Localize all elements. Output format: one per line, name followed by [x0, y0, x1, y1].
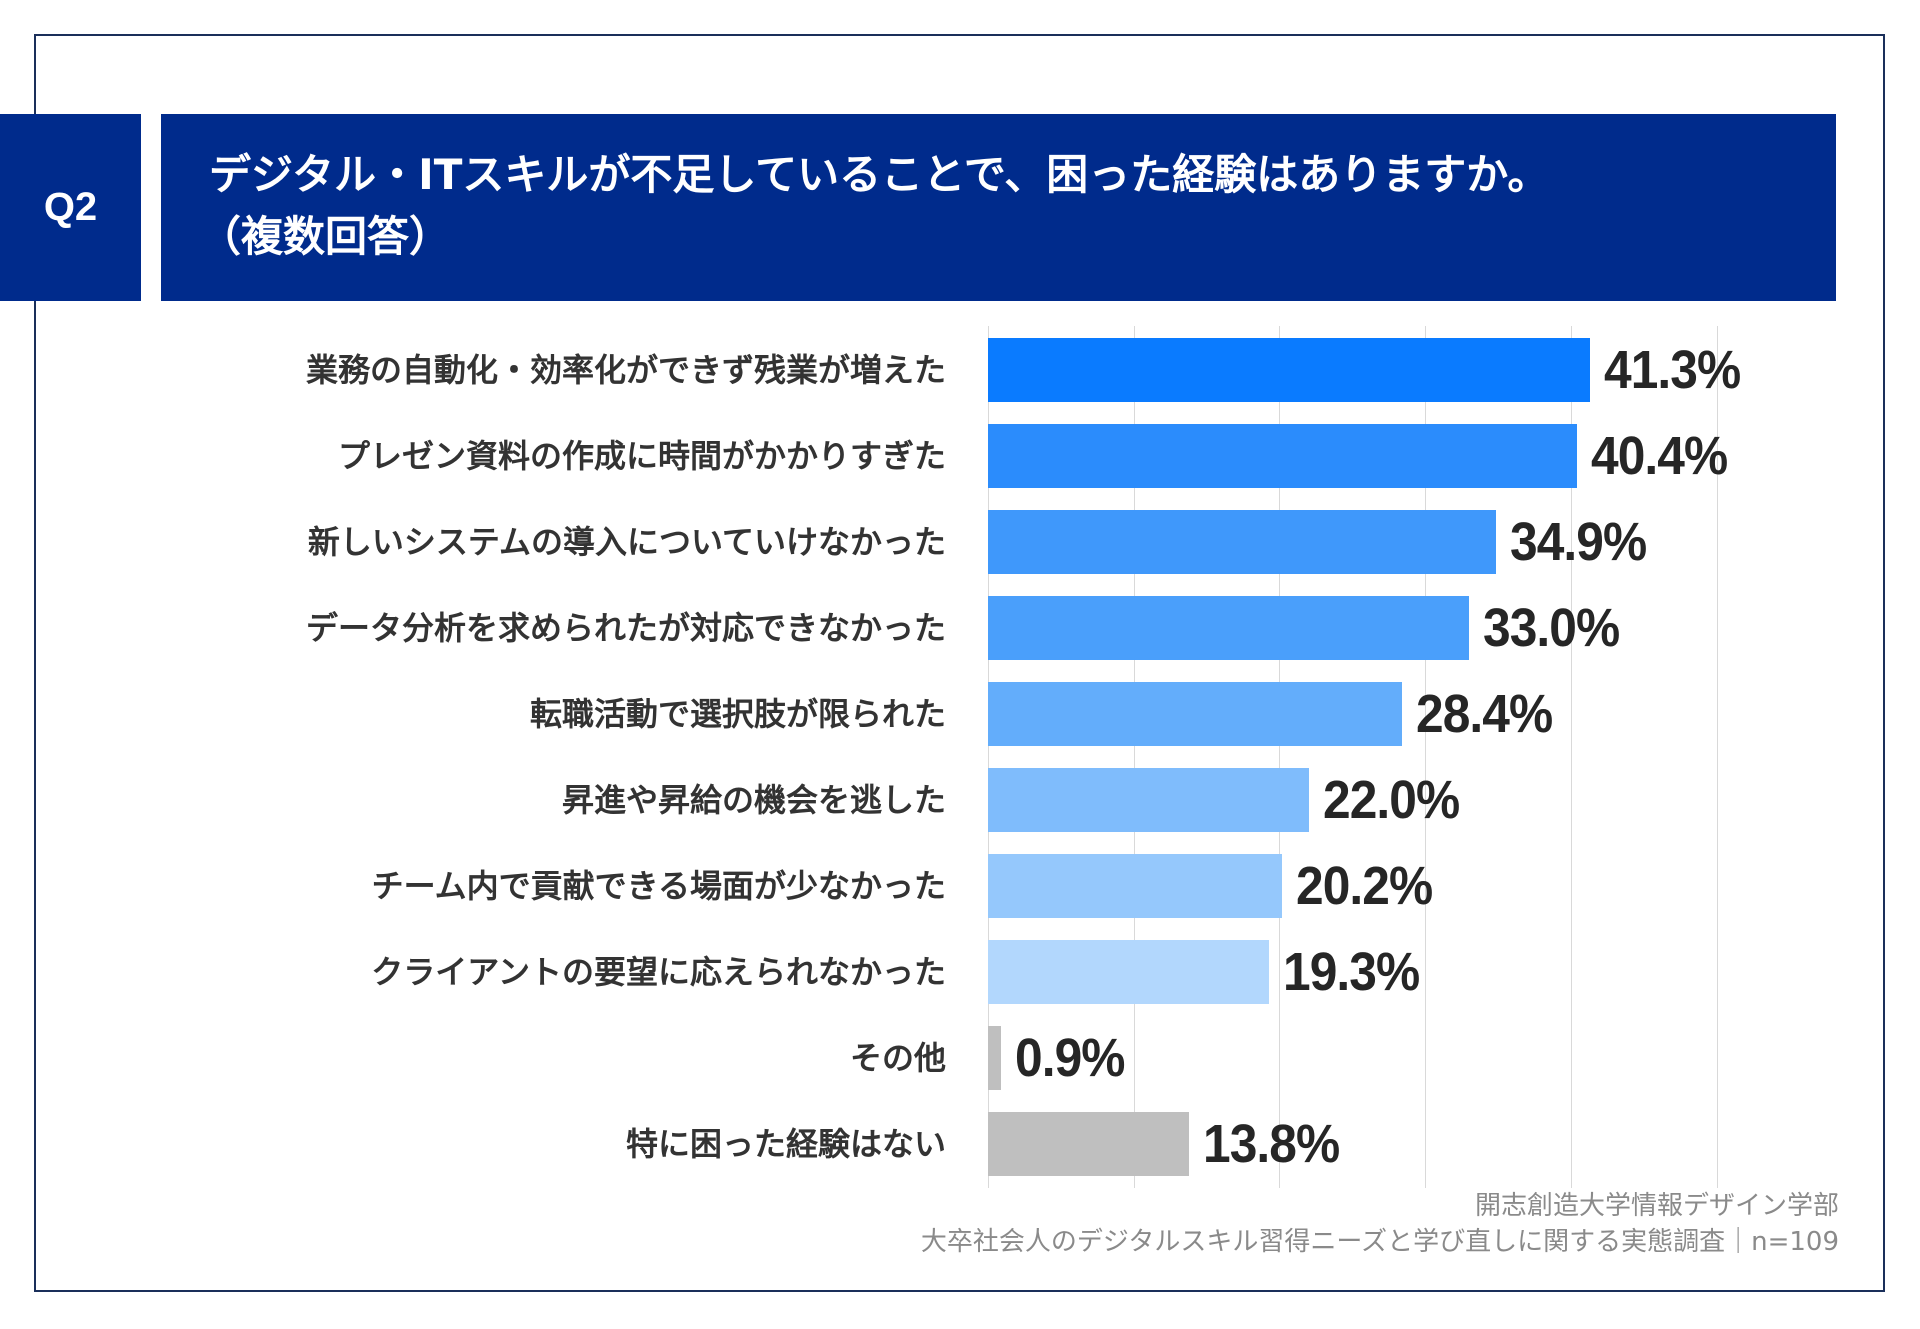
- category-label: 特に困った経験はない: [625, 1125, 946, 1163]
- bar: [988, 854, 1283, 918]
- category-label: 転職活動で選択肢が限られた: [529, 695, 946, 733]
- bar: [988, 596, 1469, 660]
- question-title: デジタル・ITスキルが不足していることで、困った経験はありますか。 （複数回答）: [161, 114, 1836, 301]
- title-line-1: デジタル・ITスキルが不足していることで、困った経験はありますか。: [209, 150, 1550, 199]
- value-label: 19.3%: [1283, 942, 1420, 1002]
- footer-survey: 大卒社会人のデジタルスキル習得ニーズと学び直しに関する実態調査｜n=109: [920, 1227, 1839, 1257]
- category-label: クライアントの要望に応えられなかった: [371, 953, 946, 991]
- value-label: 20.2%: [1296, 856, 1433, 916]
- gridline: [1133, 326, 1135, 1188]
- bar: [988, 510, 1497, 574]
- bar: [988, 682, 1402, 746]
- value-label: 28.4%: [1415, 684, 1553, 744]
- gridline: [1425, 326, 1427, 1188]
- gridline: [988, 326, 989, 1188]
- category-label: チーム内で貢献できる場面が少なかった: [371, 867, 946, 905]
- gridline: [1716, 326, 1718, 1188]
- chart-frame: [34, 34, 1885, 1292]
- value-label: 41.3%: [1603, 340, 1741, 400]
- category-label: 昇進や昇給の機会を逃した: [561, 781, 946, 819]
- category-label: 業務の自動化・効率化ができず残業が増えた: [305, 351, 946, 389]
- title-line-2: （複数回答）: [199, 212, 452, 261]
- bar: [988, 940, 1270, 1004]
- value-label: 40.4%: [1590, 426, 1728, 486]
- category-label: プレゼン資料の作成に時間がかかりすぎた: [337, 437, 946, 475]
- gridline: [1279, 326, 1281, 1188]
- value-label: 13.8%: [1203, 1114, 1340, 1174]
- value-label: 34.9%: [1510, 512, 1647, 572]
- value-label: 22.0%: [1322, 770, 1460, 830]
- value-label: 33.0%: [1482, 598, 1620, 658]
- value-label: 0.9%: [1015, 1028, 1125, 1088]
- bar: [988, 424, 1577, 488]
- bar: [988, 338, 1590, 402]
- bar: [988, 768, 1309, 832]
- footer-source: 開志創造大学情報デザイン学部: [1474, 1191, 1839, 1221]
- gridline: [1570, 326, 1572, 1188]
- bar: [988, 1026, 1002, 1090]
- category-label: 新しいシステムの導入についていけなかった: [307, 523, 946, 561]
- question-number: Q2: [0, 114, 141, 301]
- bar: [988, 1112, 1190, 1176]
- category-label: データ分析を求められたが対応できなかった: [305, 609, 946, 647]
- category-label: その他: [849, 1039, 946, 1077]
